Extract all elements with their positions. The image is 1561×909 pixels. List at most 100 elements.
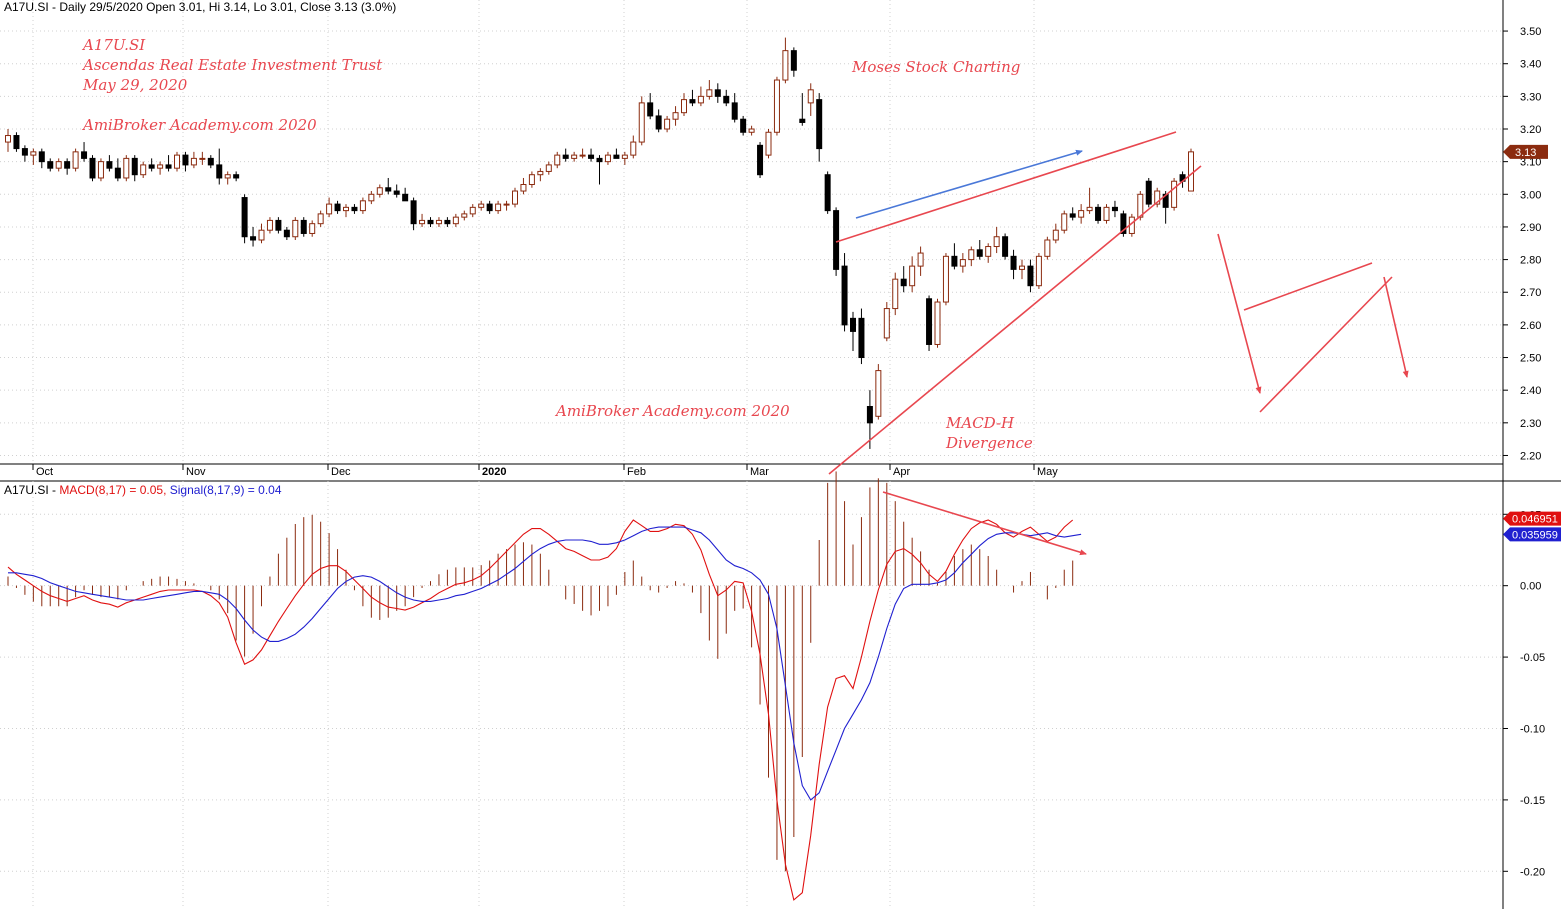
macd-badge-text: 0.046951: [1512, 514, 1558, 526]
price-tick-label: 3.10: [1520, 157, 1541, 169]
time-tick-label: Dec: [331, 466, 351, 478]
candle-body: [1103, 206, 1110, 221]
candle-body: [469, 206, 476, 215]
price-tick-label: 2.50: [1520, 353, 1541, 365]
price-tick-label: 2.80: [1520, 255, 1541, 267]
price-tick-label: 3.00: [1520, 189, 1541, 201]
grid: [0, 0, 1503, 909]
candle-body: [410, 200, 417, 225]
candle-body: [1044, 239, 1051, 257]
candle-body: [123, 157, 130, 179]
candle-body: [782, 50, 789, 81]
candle-body: [723, 95, 730, 104]
candle-body: [765, 131, 772, 156]
candle-body: [1154, 190, 1161, 205]
candle-body: [588, 154, 595, 159]
candle-body: [1120, 213, 1127, 234]
candle-body: [917, 252, 924, 267]
candle-body: [638, 102, 645, 143]
candle-body: [579, 154, 586, 157]
candle-body: [233, 174, 240, 179]
projection-up: [1259, 276, 1393, 413]
macd-title-signal: Signal(8,17,9) = 0.04: [170, 483, 282, 497]
candle-body: [157, 164, 164, 169]
candle-body: [1035, 255, 1042, 287]
macd-axis-ticks: 0.050.00-0.05-0.10-0.15-0.20: [1503, 509, 1545, 878]
macd-chart-title: A17U.SI - MACD(8,17) = 0.05, Signal(8,17…: [4, 483, 282, 497]
candle-body: [833, 210, 840, 270]
candle-body: [38, 151, 45, 163]
candle-body: [655, 115, 662, 130]
time-tick-label: May: [1037, 466, 1058, 478]
note-brand-top: AmiBroker Academy.com 2020: [81, 116, 317, 134]
candle-body: [697, 95, 704, 104]
candle-body: [875, 370, 882, 417]
candle-body: [664, 118, 671, 130]
candle-body: [47, 161, 54, 169]
candle-body: [81, 151, 88, 159]
candle-body: [841, 265, 848, 326]
candle-body: [326, 203, 333, 215]
macd-tick-label: -0.10: [1520, 723, 1545, 735]
candle-body: [596, 157, 603, 163]
signal-line: [8, 526, 1082, 801]
candle-body: [883, 308, 890, 339]
candle-body: [976, 249, 983, 257]
price-tick-label: 3.50: [1520, 26, 1541, 38]
candle-body: [64, 161, 71, 169]
candle-body: [199, 157, 206, 160]
candle-body: [461, 213, 468, 218]
candle-body: [1137, 193, 1144, 218]
time-tick-label: Nov: [186, 466, 206, 478]
candle-body: [942, 255, 949, 303]
note-moses: Moses Stock Charting: [851, 58, 1020, 76]
note-company: Ascendas Real Estate Investment Trust: [81, 56, 383, 74]
candle-body: [359, 200, 366, 212]
candle-body: [165, 164, 172, 169]
macd-tick-label: -0.15: [1520, 795, 1545, 807]
note-macd-h: MACD-H: [945, 414, 1015, 432]
candle-body: [207, 157, 214, 166]
note-divergence: Divergence: [945, 434, 1033, 452]
candle-body: [714, 89, 721, 97]
candle-body: [554, 154, 561, 166]
candle-body: [5, 135, 11, 143]
candle-body: [131, 157, 138, 176]
projection-line: [1243, 262, 1373, 311]
candle-body: [959, 259, 966, 267]
candle-body: [452, 216, 459, 225]
candle-body: [343, 206, 349, 212]
candle-body: [224, 174, 231, 179]
macd-histogram: [7, 471, 1074, 872]
candle-body: [114, 167, 121, 179]
time-tick-label: Apr: [893, 466, 910, 478]
candle-body: [283, 229, 290, 238]
candle-body: [266, 219, 273, 231]
candle-body: [1052, 229, 1059, 241]
candle-body: [1111, 206, 1118, 212]
candle-body: [250, 236, 257, 241]
price-tick-label: 2.20: [1520, 450, 1541, 462]
macd-divergence-arrow: [882, 491, 1087, 556]
price-chart-title: A17U.SI - Daily 29/5/2020 Open 3.01, Hi …: [4, 0, 396, 14]
candle-body: [427, 219, 434, 225]
candle-body: [647, 102, 654, 117]
candle-body: [545, 164, 552, 172]
candle-body: [613, 154, 620, 159]
candle-body: [866, 406, 873, 424]
candle-body: [951, 255, 958, 267]
candle-body: [968, 249, 975, 261]
candle-body: [706, 89, 713, 97]
note-brand-mid: AmiBroker Academy.com 2020: [554, 402, 790, 420]
macd-title-prefix: A17U.SI -: [4, 483, 59, 497]
price-tick-label: 2.30: [1520, 418, 1541, 430]
candle-body: [89, 157, 96, 179]
candle-body: [55, 161, 62, 169]
candle-body: [740, 118, 747, 133]
macd-title-macd: MACD(8,17) = 0.05,: [59, 483, 169, 497]
candle-body: [1027, 265, 1034, 287]
candle-body: [773, 79, 780, 133]
candle-body: [934, 301, 941, 345]
candle-body: [1019, 265, 1025, 270]
